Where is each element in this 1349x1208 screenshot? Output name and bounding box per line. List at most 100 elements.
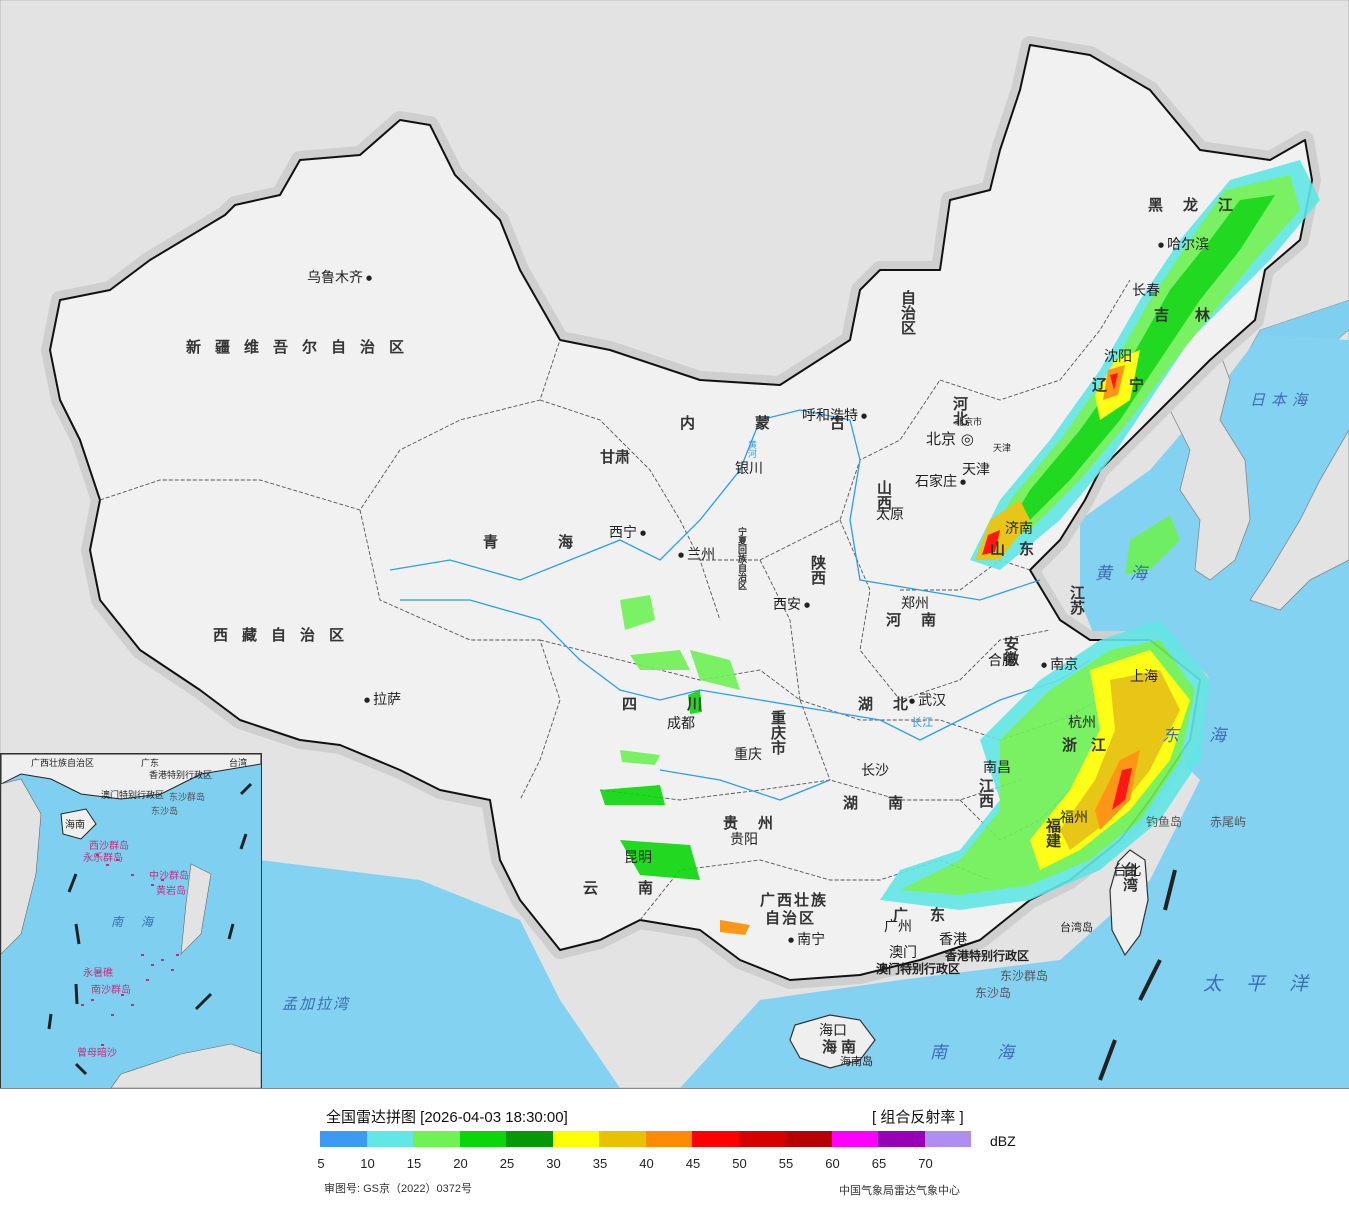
color-bar-swatch bbox=[320, 1131, 367, 1147]
city-taiyuan: 太原 bbox=[876, 507, 904, 523]
province-label-sichuan: 四川 bbox=[622, 695, 753, 713]
city-guiyang: 贵阳 bbox=[730, 832, 758, 848]
city-dot bbox=[637, 525, 649, 541]
color-bar-tick: 40 bbox=[639, 1156, 654, 1171]
province-label-hebei: 河北 bbox=[951, 396, 969, 426]
province-label-guangxi-1: 广西壮族 bbox=[760, 891, 829, 909]
city-fuzhou: 福州 bbox=[1060, 810, 1088, 826]
province-label-shandong: 山东 bbox=[990, 540, 1049, 558]
province-label-jilin: 吉林 bbox=[1154, 306, 1237, 324]
taiwan-island bbox=[1109, 849, 1149, 957]
city-lanzhou: 兰州 bbox=[675, 547, 716, 563]
sea-label-yellow: 黄海 bbox=[1095, 564, 1165, 584]
city-urumqi-name: 乌鲁木齐 bbox=[307, 270, 363, 286]
capital-icon: ◎ bbox=[960, 430, 974, 448]
color-bar-swatch bbox=[738, 1131, 785, 1147]
color-bar-swatch bbox=[878, 1131, 925, 1147]
inset-yongshu: 永暑礁 bbox=[83, 968, 113, 979]
city-dot bbox=[858, 408, 870, 424]
legend-title: 全国雷达拼图 [2026-04-03 18:30:00] bbox=[326, 1109, 568, 1126]
sea-boundaries bbox=[1098, 869, 1177, 1081]
province-label-hainan: 海南 bbox=[822, 1038, 861, 1056]
legend-unit: dBZ bbox=[990, 1133, 1016, 1149]
city-lhasa-name: 拉萨 bbox=[373, 692, 402, 708]
color-bar-tick: 15 bbox=[406, 1156, 422, 1171]
province-label-hubei: 湖北 bbox=[858, 695, 929, 713]
city-tianjin-small: 天津 bbox=[993, 444, 1012, 454]
color-bar-tick: 60 bbox=[825, 1156, 840, 1171]
legend-panel bbox=[0, 1089, 1349, 1208]
color-bar-tick: 70 bbox=[918, 1156, 933, 1171]
city-hangzhou: 杭州 bbox=[1068, 715, 1096, 731]
city-dot bbox=[363, 270, 375, 286]
radar-echoes bbox=[600, 160, 1320, 935]
city-xining-name: 西宁 bbox=[609, 525, 637, 541]
province-label-shaanxi: 陕西 bbox=[809, 555, 827, 585]
city-lanzhou-name: 兰州 bbox=[687, 547, 716, 563]
city-chengdu: 成都 bbox=[667, 716, 695, 732]
rivers bbox=[389, 409, 1091, 801]
inset-zhongsha: 中沙群岛 bbox=[149, 871, 189, 882]
sea-area bbox=[680, 335, 1349, 1088]
color-bar-swatch bbox=[552, 1131, 599, 1147]
city-macau: 澳门 bbox=[889, 945, 917, 961]
inset-dongsha-dao: 东沙岛 bbox=[151, 807, 179, 817]
color-bar-tick: 35 bbox=[592, 1156, 608, 1171]
inset-hainan: 海南 bbox=[65, 820, 85, 831]
city-nanjing: 南京 bbox=[1038, 657, 1078, 673]
province-label-yunnan: 云南 bbox=[583, 879, 694, 897]
city-nanning: 南宁 bbox=[785, 932, 825, 948]
province-label-neimenggu-2: 自治区 bbox=[899, 290, 917, 335]
color-bar-swatch bbox=[692, 1131, 739, 1147]
city-shanghai: 上海 bbox=[1130, 669, 1158, 685]
province-label-hunan: 湖南 bbox=[843, 794, 934, 812]
city-lhasa: 拉萨 bbox=[361, 692, 402, 708]
inset-zengmu: 曾母暗沙 bbox=[77, 1048, 117, 1059]
city-hefei: 合肥 bbox=[988, 653, 1016, 669]
province-label-xizang: 西藏自治区 bbox=[213, 626, 359, 644]
city-harbin-name: 哈尔滨 bbox=[1167, 237, 1210, 253]
legend-product: [ 组合反射率 ] bbox=[872, 1109, 964, 1126]
city-hohhot: 呼和浩特 bbox=[802, 408, 870, 424]
city-shijiazhuang-name: 石家庄 bbox=[915, 474, 957, 490]
province-label-zhejiang: 浙江 bbox=[1062, 736, 1121, 754]
province-label-taiwan: 台湾 bbox=[1121, 862, 1139, 892]
hainan-island-label: 海南岛 bbox=[840, 1055, 873, 1068]
color-bar-tick: 25 bbox=[499, 1156, 515, 1171]
province-label-guizhou: 贵州 bbox=[723, 814, 794, 832]
hainan-island bbox=[789, 1014, 876, 1069]
province-label-henan: 河南 bbox=[886, 611, 957, 629]
color-bar-swatch bbox=[506, 1131, 553, 1147]
inset-guangdong: 广东 bbox=[141, 759, 160, 769]
city-wuhan: 武汉 bbox=[906, 693, 946, 709]
island-dongsha: 东沙群岛 bbox=[1000, 969, 1049, 983]
city-dot bbox=[1155, 237, 1167, 253]
province-label-anhui: 安徽 bbox=[1002, 636, 1020, 666]
city-dot bbox=[1038, 657, 1050, 673]
city-dot bbox=[801, 597, 813, 613]
color-bar-tick: 50 bbox=[732, 1156, 747, 1171]
inset-hk: 香港特别行政区 bbox=[149, 771, 213, 781]
inset-nansha: 南沙群岛 bbox=[91, 985, 131, 996]
city-dot bbox=[361, 692, 373, 708]
city-jinan: 济南 bbox=[1005, 521, 1033, 537]
province-label-heilongjiang: 黑龙江 bbox=[1148, 196, 1254, 214]
river-changjiang: 长江 bbox=[911, 716, 933, 729]
map-canvas bbox=[0, 0, 1349, 1088]
color-bar-swatch bbox=[831, 1131, 878, 1147]
city-kunming: 昆明 bbox=[624, 850, 652, 866]
city-zhengzhou: 郑州 bbox=[901, 596, 929, 612]
color-bar-tick: 65 bbox=[871, 1156, 887, 1171]
province-label-guangdong: 广东 bbox=[893, 906, 968, 924]
province-label-neimenggu: 内蒙古 bbox=[680, 414, 906, 432]
macau-sar-label: 澳门特别行政区 bbox=[876, 962, 961, 976]
data-source: 中国气象局雷达气象中心 bbox=[839, 1185, 960, 1197]
color-bar-swatch bbox=[459, 1131, 506, 1147]
city-shenyang: 沈阳 bbox=[1104, 349, 1132, 365]
city-changchun: 长春 bbox=[1132, 283, 1160, 299]
inset-huangyan: 黄岩岛 bbox=[156, 886, 186, 897]
color-bar-swatch bbox=[645, 1131, 692, 1147]
inset-south-sea: 南海 bbox=[111, 915, 172, 929]
sea-label-bengal: 孟加拉湾 bbox=[282, 995, 351, 1013]
city-dot bbox=[785, 932, 797, 948]
